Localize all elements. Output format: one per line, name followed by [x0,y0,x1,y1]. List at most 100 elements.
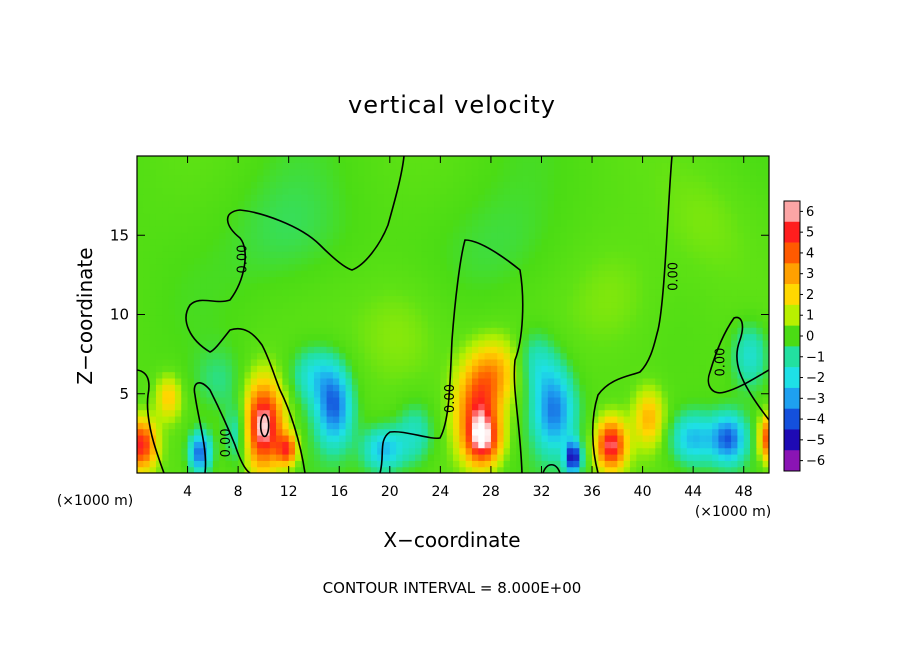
heatmap-cell [446,251,454,259]
heatmap-cell [288,358,296,366]
heatmap-cell [421,352,429,360]
heatmap-cell [313,200,321,208]
heatmap-cell [155,295,163,303]
heatmap-cell [743,219,751,227]
heatmap-cell [345,225,353,233]
heatmap-cell [351,415,359,423]
heatmap-cell [415,352,422,360]
heatmap-cell [396,327,404,335]
heatmap-cell [686,162,694,170]
heatmap-cell [598,327,606,335]
heatmap-cell [168,200,176,208]
heatmap-cell [623,453,631,461]
heatmap-cell [358,384,366,392]
heatmap-cell [604,270,612,278]
heatmap-cell [712,168,720,176]
heatmap-cell [307,162,315,170]
heatmap-cell [276,358,283,366]
heatmap-cell [484,434,492,442]
heatmap-cell [162,295,170,303]
heatmap-cell [459,453,467,461]
heatmap-cell [301,168,309,176]
heatmap-cell [244,460,252,468]
heatmap-cell [225,295,233,303]
heatmap-cell [655,371,663,379]
heatmap-cell [427,270,435,278]
heatmap-cell [731,441,738,449]
heatmap-cell [636,194,644,201]
heatmap-cell [402,225,410,233]
heatmap-cell [181,434,189,442]
heatmap-cell [465,162,473,170]
heatmap-cell [737,225,745,233]
heatmap-cell [212,428,220,436]
heatmap-cell [427,257,435,265]
heatmap-cell [288,466,296,473]
heatmap-cell [212,162,220,170]
heatmap-cell [762,377,769,385]
heatmap-cell [674,428,682,436]
heatmap-cell [592,225,599,233]
heatmap-cell [212,301,220,309]
heatmap-cell [162,422,170,430]
heatmap-cell [339,263,347,271]
heatmap-cell [509,168,517,176]
heatmap-cell [332,352,340,360]
heatmap-cell [351,175,359,182]
heatmap-cell [680,434,688,442]
heatmap-cell [573,358,580,366]
heatmap-cell [212,371,220,379]
heatmap-cell [471,162,479,170]
heatmap-cell [427,377,435,385]
heatmap-cell [440,187,448,195]
heatmap-cell [149,308,157,316]
heatmap-cell [187,213,195,220]
heatmap-cell [206,295,214,303]
heatmap-cell [257,206,264,214]
heatmap-cell [655,219,663,227]
heatmap-cell [762,320,769,328]
heatmap-cell [661,339,669,347]
heatmap-cell [503,168,511,176]
heatmap-cell [693,390,701,398]
heatmap-cell [737,206,745,214]
heatmap-cell [686,403,694,411]
heatmap-cell [332,314,340,322]
heatmap-cell [648,365,656,373]
heatmap-cell [155,276,163,284]
heatmap-cell [497,384,505,392]
heatmap-cell [484,295,492,303]
heatmap-cell [320,333,328,341]
heatmap-cell [453,175,460,182]
heatmap-cell [699,384,707,392]
heatmap-cell [453,434,460,442]
heatmap-cell [629,175,637,182]
heatmap-cell [465,244,473,252]
heatmap-cell [358,238,366,246]
heatmap-cell [743,289,751,297]
heatmap-cell [554,403,562,411]
heatmap-cell [225,466,233,473]
heatmap-cell [522,415,530,423]
heatmap-cell [718,194,726,201]
heatmap-cell [174,428,182,436]
heatmap-cell [611,390,618,398]
heatmap-cell [611,162,618,170]
heatmap-cell [522,396,530,404]
heatmap-cell [339,466,347,473]
heatmap-cell [718,447,726,455]
heatmap-cell [276,219,283,227]
heatmap-cell [383,213,391,220]
heatmap-cell [427,251,435,259]
heatmap-cell [699,365,707,373]
heatmap-cell [629,314,637,322]
heatmap-cell [535,415,543,423]
heatmap-cell [219,409,227,417]
heatmap-cell [686,352,694,360]
heatmap-cell [459,371,467,379]
heatmap-cell [750,453,757,461]
heatmap-cell [724,339,732,347]
heatmap-cell [396,403,404,411]
heatmap-cell [636,282,644,290]
heatmap-cell [604,301,612,309]
